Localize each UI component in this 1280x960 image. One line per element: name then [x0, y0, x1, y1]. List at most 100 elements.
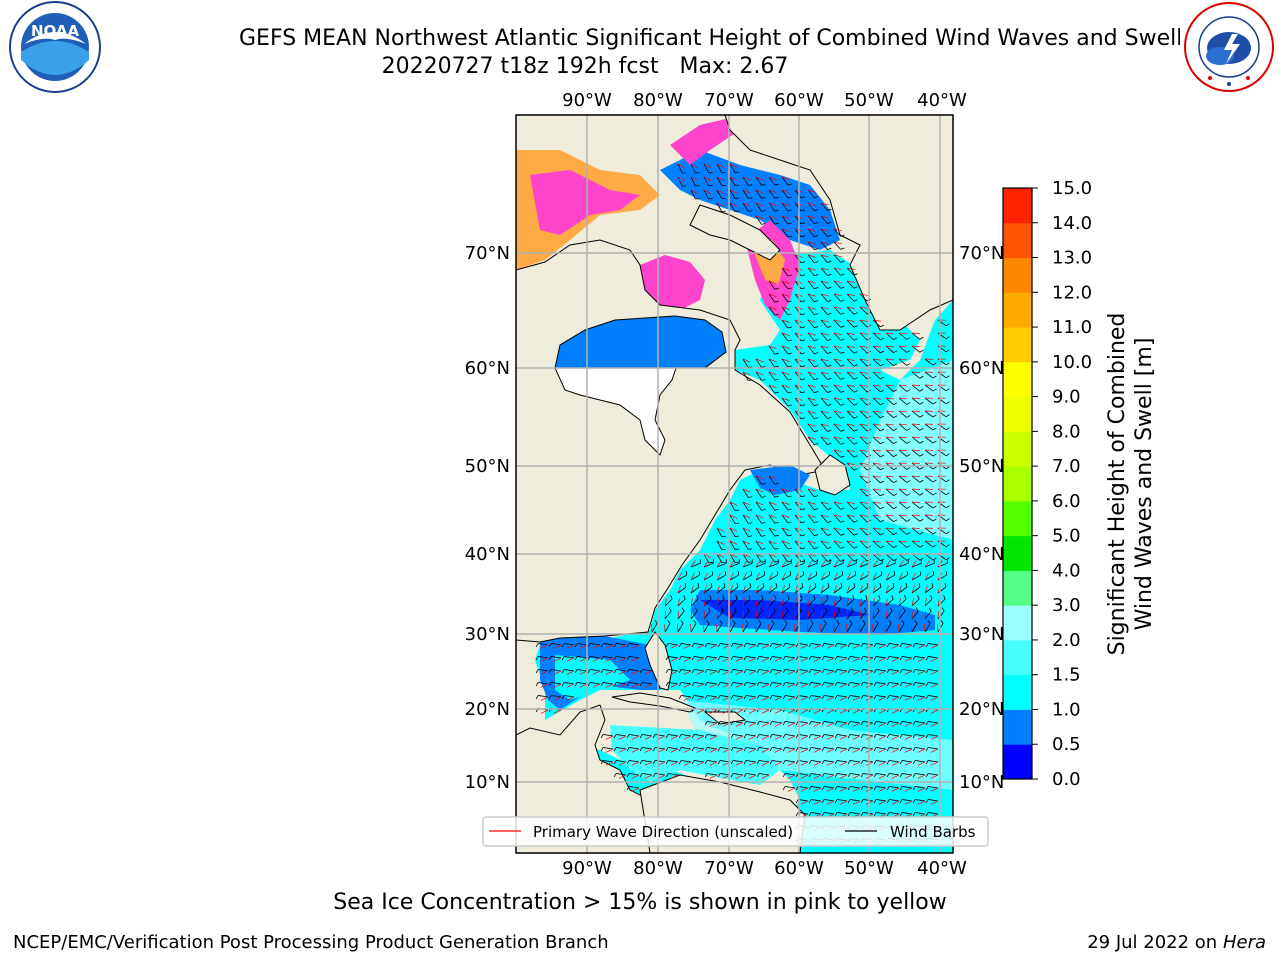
wind-barb-flag [840, 390, 845, 393]
wave-direction-arrow [930, 657, 939, 662]
wind-barb [794, 267, 802, 277]
wind-barb [846, 574, 856, 581]
wind-barb-flag [652, 734, 656, 739]
wave-direction-arrow [826, 722, 835, 727]
wind-barb [902, 812, 913, 815]
wind-barb-flag [711, 571, 714, 576]
wave-direction-arrow [644, 670, 653, 675]
wind-barb [915, 799, 926, 802]
wave-direction-arrow [813, 683, 822, 688]
wind-barb [898, 598, 907, 607]
wind-barb-flag [928, 607, 932, 612]
wave-direction-arrow [800, 787, 809, 792]
wind-barb [872, 410, 881, 419]
wind-barb [928, 721, 939, 724]
wave-direction-arrow [859, 623, 861, 633]
wave-direction-arrow [872, 560, 878, 568]
wind-barb-flag [834, 695, 838, 700]
wind-barb [898, 345, 907, 353]
wind-barb [863, 747, 874, 750]
wind-barb-flag [717, 721, 721, 726]
wave-direction-arrow [755, 475, 764, 480]
wind-barb-flag [821, 682, 825, 687]
wave-direction-arrow [807, 215, 816, 219]
wind-barb [846, 562, 857, 568]
wave-direction-arrow [755, 488, 764, 493]
wave-direction-arrow [859, 610, 861, 620]
st-lawrence [750, 465, 810, 495]
wind-barb [794, 254, 802, 264]
wind-barb-flag [840, 273, 845, 276]
wind-barb-flag [788, 583, 791, 588]
wave-direction-arrow [657, 735, 666, 740]
wave-direction-arrow [774, 748, 783, 753]
wave-direction-arrow [807, 319, 816, 323]
wind-barb-flag [880, 454, 885, 458]
wind-barb-flag [873, 721, 877, 726]
wave-direction-arrow [553, 683, 562, 688]
wind-barb-flag [801, 534, 806, 537]
wind-barb [772, 734, 783, 737]
wave-direction-arrow [820, 436, 829, 440]
wind-barb-flag [880, 350, 885, 354]
colorbar-band [1003, 605, 1032, 641]
wave-direction-arrow [540, 644, 549, 649]
wave-direction-arrow [781, 501, 790, 505]
wind-barb-flag [906, 571, 909, 576]
wind-barb [759, 669, 770, 672]
wave-direction-arrow [872, 332, 881, 335]
wave-direction-arrow [917, 670, 926, 675]
wind-barb [781, 345, 789, 355]
wind-barb-flag [880, 324, 885, 328]
wind-barb-flag [748, 561, 753, 563]
wind-barb-flag [704, 695, 708, 700]
wind-barb [538, 643, 549, 646]
wind-barb-flag [743, 695, 747, 700]
wind-barb-flag [775, 583, 778, 588]
wave-direction-arrow [859, 358, 868, 361]
wind-barb [876, 747, 887, 750]
wave-direction-arrow [813, 722, 822, 727]
wave-direction-arrow [768, 475, 777, 480]
wind-barb-flag [899, 747, 903, 752]
wave-direction-arrow [839, 709, 848, 714]
wind-barb-flag [795, 786, 799, 791]
wave-direction-arrow [911, 410, 921, 412]
wind-barb [768, 598, 777, 607]
colorbar-label-line1: Significant Height of Combined [1105, 313, 1130, 656]
wind-barb-flag [853, 442, 858, 445]
wind-barb-flag [840, 286, 845, 289]
wind-barb [772, 656, 783, 659]
wind-barb [807, 332, 815, 341]
wind-barb-flag [840, 403, 845, 406]
wind-barb [781, 384, 789, 394]
wind-barb-flag [691, 682, 695, 687]
wind-barb-flag [847, 799, 851, 804]
wind-barb-flag [899, 669, 903, 674]
wave-direction-arrow [696, 748, 705, 753]
wave-direction-arrow [794, 610, 796, 620]
wind-barb-flag [735, 210, 740, 213]
lon-label-top: 40°W [917, 90, 967, 111]
wind-barb [859, 410, 868, 419]
wind-barb-flag [787, 274, 792, 277]
wind-barb [781, 228, 789, 238]
wave-direction-arrow [885, 475, 894, 478]
cuba [611, 692, 696, 713]
wave-direction-arrow [768, 514, 777, 519]
wave-direction-arrow [677, 598, 680, 607]
wind-barb [616, 669, 627, 672]
wave-direction-arrow [683, 735, 692, 740]
wave-direction-arrow [904, 748, 913, 753]
wave-direction-arrow [768, 215, 777, 220]
wind-barb [876, 682, 887, 685]
wave-direction-arrow [768, 293, 777, 298]
wind-barb-flag [945, 388, 950, 392]
wave-direction-arrow [690, 572, 695, 581]
caribbean-swell [680, 700, 953, 790]
wind-barb-flag [834, 786, 838, 791]
wave-direction-arrow [820, 215, 829, 219]
wave-direction-arrow [930, 761, 939, 766]
wind-barb [924, 423, 934, 431]
wind-barb-flag [860, 669, 864, 674]
